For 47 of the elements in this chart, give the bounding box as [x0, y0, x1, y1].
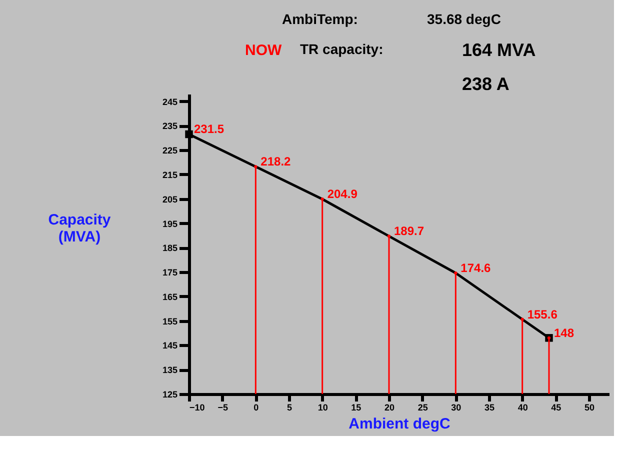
x-tick-label: 20 — [384, 402, 395, 412]
y-tick-label: 225 — [162, 146, 178, 156]
y-tick-label: 145 — [162, 340, 178, 351]
data-label: 155.6 — [527, 307, 558, 322]
y-tick-label: 235 — [162, 121, 178, 132]
x-tick-label: 35 — [484, 402, 495, 412]
y-tick-label: 125 — [162, 390, 178, 400]
point — [454, 271, 458, 275]
text: 164 MVA — [462, 40, 536, 60]
y-tick-label: 205 — [162, 194, 178, 204]
x-tick-label: 25 — [418, 402, 428, 412]
text: NOW — [245, 42, 282, 59]
x-tick-label: 40 — [518, 402, 528, 412]
point — [387, 234, 391, 238]
data-label: 189.7 — [394, 224, 424, 238]
y-tick-label: 185 — [162, 243, 178, 254]
data-label: 231.5 — [194, 122, 224, 136]
data-label: 218.2 — [260, 154, 292, 169]
point — [320, 198, 324, 201]
y-tick-label: 175 — [162, 268, 178, 278]
x-tick-label: 10 — [318, 402, 328, 412]
text: TR capacity: — [300, 41, 384, 57]
text: 238 A — [462, 74, 510, 94]
x-tick-label: 15 — [351, 402, 362, 412]
x-tick-label: 50 — [584, 402, 595, 412]
x-tick-label: −5 — [218, 402, 228, 412]
x-tick-label: 30 — [451, 402, 462, 412]
data-label: 174.6 — [460, 261, 492, 276]
y-tick-label: 165 — [162, 292, 178, 302]
x-axis-title: Ambient degC — [348, 416, 450, 432]
point — [254, 165, 258, 168]
data-label: 204.9 — [327, 187, 358, 202]
text: AmbiTemp: — [282, 11, 358, 27]
x-tick-label: 0 — [254, 402, 259, 412]
data-label: 148 — [554, 326, 574, 340]
y-tick-label: 195 — [162, 218, 178, 229]
text: 35.68 degC — [427, 11, 501, 27]
point — [520, 318, 524, 321]
x-tick-label: 5 — [286, 402, 292, 412]
y-tick-label: 135 — [162, 365, 178, 376]
point — [185, 130, 193, 138]
y-tick-label: 155 — [162, 316, 178, 326]
x-tick-label: 45 — [551, 402, 562, 412]
x-tick-label: −10 — [190, 402, 205, 412]
y-tick-label: 245 — [162, 96, 178, 107]
y-axis-title: Capacity (MVA) — [48, 212, 112, 246]
y-tick-label: 215 — [162, 170, 178, 180]
